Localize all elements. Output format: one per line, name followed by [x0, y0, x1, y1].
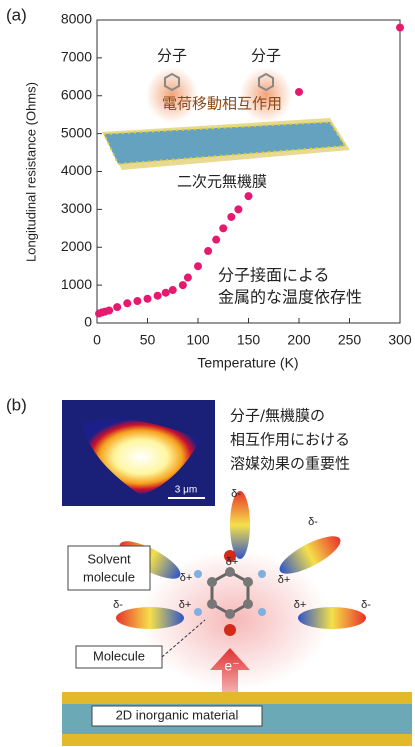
point — [179, 281, 187, 289]
y-tick-label: 2000 — [61, 238, 92, 254]
y-tick-label: 6000 — [61, 86, 92, 102]
point — [245, 192, 253, 200]
point — [169, 286, 177, 294]
molecule-label: Molecule — [93, 648, 145, 663]
annotation: 分子接面による — [218, 266, 330, 285]
y-tick-label: 3000 — [61, 200, 92, 216]
point — [234, 205, 242, 213]
annotation: 電荷移動相互作用 — [162, 95, 282, 113]
y-tick-label: 0 — [84, 314, 92, 330]
illustration — [102, 67, 350, 170]
material-label: 2D inorganic material — [116, 707, 239, 722]
point — [123, 299, 131, 307]
y-tick-label: 7000 — [61, 49, 92, 65]
caption: 溶媒効果の重要性 — [230, 455, 350, 473]
point — [219, 224, 227, 232]
solvent — [230, 491, 250, 559]
y-tick-label: 5000 — [61, 124, 92, 140]
x-tick-label: 300 — [388, 332, 412, 348]
point — [194, 262, 202, 270]
point — [184, 274, 192, 282]
charge-label: δ+ — [226, 556, 239, 568]
point — [204, 247, 212, 255]
x-tick-label: 250 — [338, 332, 362, 348]
x-tick-label: 0 — [93, 332, 101, 348]
panel-label: (b) — [6, 395, 27, 414]
point — [162, 289, 170, 297]
electron-label: e⁻ — [224, 658, 239, 674]
point — [295, 88, 303, 96]
charge-label: δ+ — [278, 574, 291, 586]
caption: 相互作用における — [230, 431, 350, 449]
caption: 分子/無機膜の — [230, 407, 325, 425]
x-tick-label: 200 — [287, 332, 311, 348]
annotation: 分子 — [251, 47, 281, 65]
point — [113, 303, 121, 311]
point — [227, 213, 235, 221]
charge-label: δ- — [113, 599, 123, 611]
panel-label: (a) — [6, 5, 27, 24]
point — [105, 307, 113, 315]
point — [212, 236, 220, 244]
figure: (a) Longitudinal resistance (Ohms) Tempe… — [0, 0, 415, 747]
point — [144, 295, 152, 303]
x-tick-label: 150 — [237, 332, 261, 348]
scale-bar-label: 3 μm — [175, 485, 197, 496]
x-axis-title: Temperature (K) — [197, 355, 298, 371]
charge-label: δ- — [231, 488, 241, 500]
charge-label: δ+ — [180, 572, 193, 584]
x-tick-label: 50 — [140, 332, 156, 348]
point — [396, 24, 404, 32]
annotation: 金属的な温度依存性 — [218, 288, 362, 307]
y-tick-label: 4000 — [61, 162, 92, 178]
charge-label: δ+ — [294, 599, 307, 611]
y-tick-label: 8000 — [61, 11, 92, 27]
annotation: 分子 — [157, 47, 187, 65]
solvent — [298, 607, 366, 629]
point — [154, 292, 162, 300]
solvent — [116, 607, 184, 629]
point — [133, 297, 141, 305]
charge-label: δ- — [361, 599, 371, 611]
solvent-label: molecule — [83, 569, 135, 584]
y-axis-title: Longitudinal resistance (Ohms) — [23, 82, 38, 262]
charge-label: δ- — [308, 516, 318, 528]
x-tick-label: 100 — [186, 332, 210, 348]
annotation: 二次元無機膜 — [177, 173, 267, 191]
solvent-label: Solvent — [87, 551, 131, 566]
charge-label: δ+ — [179, 599, 192, 611]
y-tick-label: 1000 — [61, 276, 92, 292]
